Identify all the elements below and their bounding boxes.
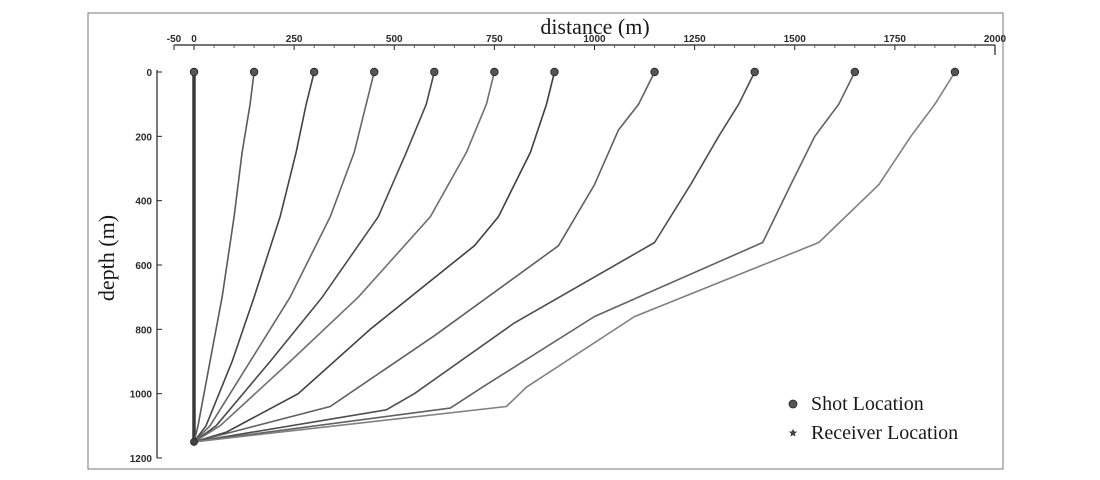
y-axis-title: depth (m): [94, 215, 119, 301]
shot-marker: [490, 67, 499, 77]
ray-path: [193, 71, 375, 443]
ray-path: [193, 71, 656, 443]
y-tick-label: 800: [135, 325, 152, 336]
legend-entry-label: Receiver Location: [811, 422, 958, 444]
legend-receiver-marker: [788, 428, 798, 437]
shot-marker: [309, 67, 319, 77]
y-tick-label: 0: [146, 68, 152, 79]
ray-path: [193, 71, 956, 443]
shot-marker: [550, 67, 559, 77]
shot-marker: [650, 67, 659, 77]
y-tick-label: 1200: [130, 454, 153, 465]
x-tick-label: 2000: [984, 34, 1007, 45]
legend-entry-label: Shot Location: [811, 393, 924, 415]
y-tick-label: 400: [135, 197, 152, 208]
x-tick-label: 1750: [884, 34, 907, 45]
y-tick-label: 200: [135, 132, 152, 143]
ray-path: [193, 71, 856, 443]
x-tick-label: 500: [386, 34, 403, 45]
ray-path: [193, 71, 315, 443]
receiver-marker: [190, 438, 198, 446]
ray-path: [193, 71, 436, 443]
shot-marker: [850, 67, 860, 77]
y-tick-label: 1000: [130, 390, 153, 401]
ray-path: [193, 71, 756, 443]
ray-path: [193, 71, 255, 443]
shot-marker: [430, 67, 439, 77]
shot-marker: [950, 67, 960, 77]
ray-path: [193, 71, 496, 443]
legend-shot-marker: [788, 399, 798, 409]
x-axis-title: distance (m): [540, 14, 649, 39]
shot-marker: [189, 67, 199, 77]
x-tick-label: 750: [486, 34, 503, 45]
shot-marker: [370, 67, 379, 77]
x-tick-label: 1500: [784, 34, 807, 45]
shot-marker: [750, 67, 759, 77]
ray-path: [193, 71, 556, 443]
y-tick-label: 600: [135, 261, 152, 272]
legend: Shot Location Receiver Location: [788, 393, 958, 444]
x-tick-label: 0: [191, 34, 197, 45]
x-tick-label: 250: [286, 34, 303, 45]
x-tick-label: -50: [167, 34, 182, 45]
x-tick-label: 1250: [684, 34, 707, 45]
shot-marker: [249, 67, 259, 77]
x-tick-label: 1000: [583, 34, 606, 45]
plot-frame: [87, 12, 1004, 470]
